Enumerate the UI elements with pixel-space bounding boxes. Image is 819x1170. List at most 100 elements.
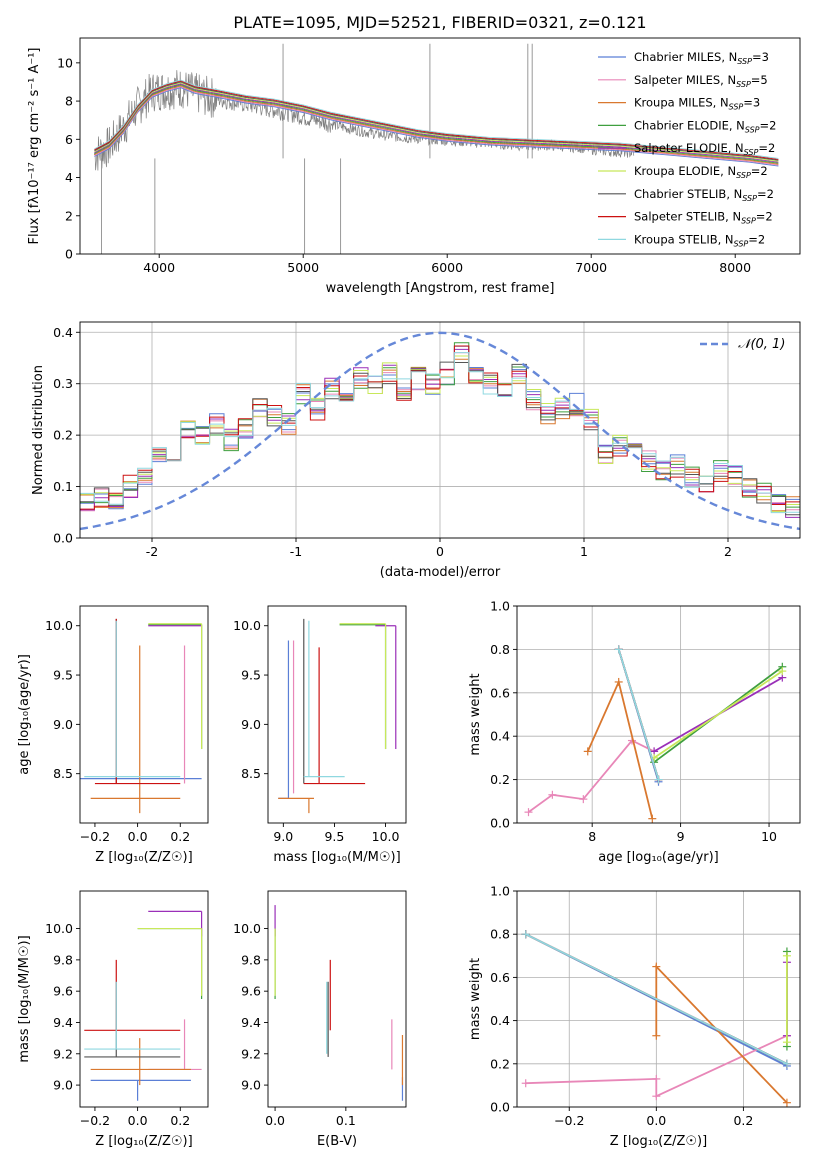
model-fit-line-7 [94,80,779,160]
y-tick-label: 9.0 [53,1078,73,1093]
legend-entry-tail: =2 [760,118,777,132]
y-tick-label: 9.5 [241,668,261,683]
plot-area [274,905,404,1101]
legend-entry-text: Salpeter MILES, N [634,73,736,87]
x-tick-label: 9.0 [273,829,293,844]
x-tick-label: 4000 [143,260,175,275]
legend-entry-text: Chabrier ELODIE, N [634,118,745,132]
y-tick-label: 0.4 [490,1013,510,1028]
figure-title: PLATE=1095, MJD=52521, FIBERID=0321, z=0… [233,13,646,32]
x-axis-label: age [log₁₀(age/yr)] [598,850,719,865]
x-axis-label: wavelength [Angstrom, rest frame] [326,281,555,296]
y-tick-label: 9.8 [241,952,261,967]
axes-frame [79,37,801,255]
x-tick-label: 8000 [719,260,751,275]
x-tick-label: 0.0 [128,829,148,844]
legend-entry-text: Salpeter ELODIE, N [634,141,744,155]
y-tick-label: 0.0 [490,1100,510,1115]
y-tick-label: 0 [65,247,73,262]
normal-curve-line [80,331,800,531]
y-tick-label: 9.6 [241,984,261,999]
legend-entry-subscript: SSP [736,171,751,180]
y-tick-label: 1.0 [490,599,510,614]
legend-entry: Kroupa ELODIE, NSSP=2 [634,164,768,180]
y-tick-label: 0.8 [490,642,510,657]
y-tick-label: 0.0 [490,816,510,831]
y-tick-label: 10.0 [233,618,261,633]
chart-age-vs-mass: 9.0 9.5 10.0 8.5 9.0 9.5 10.0 mass [log₁₀(M/M☉)… [233,605,407,865]
plot-area [524,645,787,823]
legend-entry: Kroupa MILES, NSSP=3 [634,96,760,112]
axes-frame [79,890,209,1108]
legend-entry-subscript: SSP [741,217,756,226]
x-tick-label: -1 [290,544,302,559]
axes-frame [267,605,407,824]
normal-legend-label: 𝒩(0, 1) [738,337,785,352]
legend-entry-subscript: SSP [736,80,751,89]
legend-entry-text: Kroupa ELODIE, N [634,164,736,178]
legend-entry-text: Salpeter STELIB, N [634,210,741,224]
legend-entry-subscript: SSP [745,125,760,134]
axes-frame [79,605,209,824]
plot-area [84,910,203,1101]
y-axis-label: mass weight [468,673,483,755]
y-tick-label: 9.4 [241,1015,261,1030]
y-tick-label: 10 [57,55,73,70]
legend-entry: Kroupa STELIB, NSSP=2 [634,232,765,248]
x-tick-label: 9 [677,829,685,844]
legend-entry: Chabrier MILES, NSSP=3 [634,50,769,66]
x-tick-label: 0.0 [646,1113,666,1128]
y-tick-label: 0.0 [53,531,73,546]
legend-entry-text: Kroupa STELIB, N [634,232,734,246]
x-tick-label: 0.0 [265,1113,285,1128]
y-tick-label: 9.5 [53,668,73,683]
residual-histogram-8 [80,352,800,514]
x-tick-label: 10.0 [372,829,400,844]
y-tick-label: 0.2 [490,772,510,787]
model-fit-line-5 [94,82,779,162]
y-tick-label: 6 [65,132,73,147]
x-tick-label: 1 [580,544,588,559]
axes-frame [516,890,801,1108]
x-tick-label: 2 [724,544,732,559]
y-tick-label: 0.1 [53,479,73,494]
weight-line-2 [655,964,788,1104]
chart-weight-vs-z: −0.2 0.0 0.2 0.0 0.2 0.4 0.6 0.8 1.0 Z [log₁₀(Z/Z… [468,884,801,1149]
y-tick-label: 10.0 [233,921,261,936]
y-tick-label: 8.5 [241,766,261,781]
y-tick-label: 8 [65,94,73,109]
y-tick-label: 0.3 [53,376,73,391]
chart-residuals: 𝒩(0, 1) -2 -1 0 1 2 0.0 0.1 0.2 0.3 0.4 (data-model… [31,321,801,580]
legend-entry: Chabrier ELODIE, NSSP=2 [634,118,776,134]
legend-entry-tail: =5 [751,73,768,87]
y-tick-label: 0.4 [490,729,510,744]
chart-weight-vs-age: 8 9 10 0.0 0.2 0.4 0.6 0.8 1.0 age [log₁₀(age/yr)… [468,599,801,865]
y-tick-label: 9.8 [53,952,73,967]
x-axis-label: (data-model)/error [380,565,501,580]
y-tick-label: 0.8 [490,927,510,942]
x-tick-label: 0.2 [170,829,190,844]
y-tick-label: 9.6 [53,984,73,999]
y-tick-label: 8.5 [53,766,73,781]
legend-entry-subscript: SSP [729,103,744,112]
y-axis-label: mass weight [468,958,483,1040]
legend-entry-text: Chabrier STELIB, N [634,187,742,201]
model-fit-line-6 [94,81,779,161]
x-tick-label: 0.2 [733,1113,753,1128]
chart-mass-vs-ebv: 0.0 0.1 9.0 9.2 9.4 9.6 9.8 10.0 E(B-V) [233,890,407,1149]
weight-line-1 [525,1034,788,1098]
legend-entry-text: Chabrier MILES, N [634,50,737,64]
x-tick-label: 0.1 [336,1113,356,1128]
y-tick-label: 0.6 [490,685,510,700]
x-tick-label: −0.2 [554,1113,584,1128]
legend-entry-tail: =3 [752,50,769,64]
legend-entry: Salpeter ELODIE, NSSP=2 [634,141,775,157]
legend-entry-text: Kroupa MILES, N [634,96,729,110]
x-axis-label: Z [log₁₀(Z/Z☉)] [95,850,192,865]
weight-line-2 [586,679,654,819]
y-tick-label: 0.2 [53,428,73,443]
y-tick-label: 9.0 [53,717,73,732]
